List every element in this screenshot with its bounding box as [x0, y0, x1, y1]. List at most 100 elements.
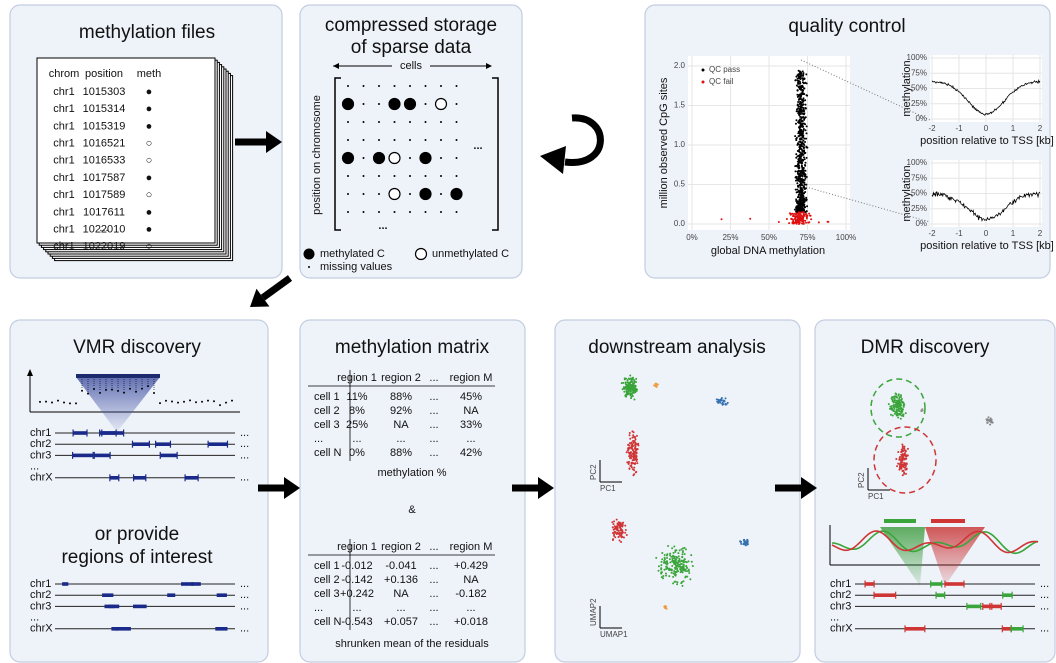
region: [134, 476, 146, 480]
qc-pass-point: [803, 156, 805, 158]
qc-pass-point: [795, 139, 797, 141]
qc-pass-point: [795, 119, 797, 121]
qc-pass-point: [806, 95, 808, 97]
qc-fail-point: [797, 216, 799, 218]
point: [898, 400, 900, 402]
point: [625, 382, 627, 384]
methylated-dot: [343, 153, 354, 164]
region: [167, 593, 175, 597]
qc-pass-point: [804, 158, 806, 160]
point: [893, 404, 895, 406]
missing-dot: [363, 103, 365, 105]
qc-pass-point: [802, 180, 804, 182]
point: [633, 463, 635, 465]
qc-pass-point: [806, 125, 808, 127]
point: [629, 465, 631, 467]
region: [132, 442, 149, 446]
chromosome-label: chr3: [30, 449, 51, 461]
table-cell: +0.136: [384, 574, 418, 586]
point: [87, 393, 89, 395]
point: [633, 457, 635, 459]
point: [921, 409, 923, 411]
table-cell: 1015303: [83, 86, 126, 98]
qc-fail-point: [788, 222, 790, 224]
point: [683, 564, 685, 566]
missing-dot: [440, 157, 442, 159]
arrow: [565, 118, 600, 163]
point: [677, 552, 679, 554]
qc-pass-point: [803, 170, 805, 172]
point: [903, 446, 905, 448]
panel-title: methylation matrix: [335, 337, 490, 358]
qc-fail-point: [802, 220, 804, 222]
qc-pass-point: [801, 134, 803, 136]
missing-dot: [409, 211, 411, 213]
point: [671, 565, 673, 567]
qc-fail-point: [786, 218, 788, 220]
point: [690, 554, 692, 556]
missing-dot: [378, 121, 380, 123]
missing-dot: [440, 211, 442, 213]
point: [688, 560, 690, 562]
axis-label: PC2: [857, 472, 866, 488]
point: [621, 382, 623, 384]
axis-label: methylation: [901, 165, 913, 221]
missing-dot: [456, 211, 458, 213]
point: [635, 378, 637, 380]
point: [135, 391, 137, 393]
qc-pass-point: [797, 150, 799, 152]
region: [874, 593, 896, 597]
table-cell: NA: [463, 574, 479, 586]
point: [740, 541, 742, 543]
y-tick-label: 75%: [911, 68, 927, 77]
axis-label: PC2: [589, 464, 598, 480]
point: [722, 403, 724, 405]
missing-dot: [378, 139, 380, 141]
missing-dot: [378, 193, 380, 195]
qc-pass-point: [797, 74, 799, 76]
missing-dot: [363, 85, 365, 87]
table-header: region M: [450, 541, 493, 553]
region: [100, 431, 116, 435]
table-cell: 1017587: [83, 172, 126, 184]
point: [635, 471, 637, 473]
qc-fail-point: [795, 220, 797, 222]
point: [684, 553, 686, 555]
qc-pass-point: [804, 188, 806, 190]
qc-pass-point: [794, 79, 796, 81]
point: [890, 408, 892, 410]
point: [627, 388, 629, 390]
point: [637, 448, 639, 450]
point: [902, 453, 904, 455]
point: [902, 402, 904, 404]
point: [616, 528, 618, 530]
point: [634, 453, 636, 455]
region: [181, 582, 194, 586]
chromosome-label: chr2: [30, 589, 51, 601]
table-cell: cell 1: [314, 560, 340, 572]
qc-pass-point: [803, 182, 805, 184]
point: [900, 394, 902, 396]
qc-pass-point: [802, 70, 804, 72]
qc-pass-point: [803, 138, 805, 140]
y-tick-label: 0%: [915, 114, 927, 123]
qc-pass-point: [800, 96, 802, 98]
qc-fail-point: [802, 217, 804, 219]
point: [171, 400, 173, 402]
point: [99, 392, 101, 394]
point: [901, 456, 903, 458]
missing-dot: [409, 85, 411, 87]
region: [133, 605, 147, 609]
arrow-head: [540, 146, 566, 174]
table-cell: +0.429: [454, 560, 488, 572]
methylated-dot: [451, 189, 462, 200]
point: [681, 563, 683, 565]
point: [631, 387, 633, 389]
point: [672, 576, 674, 578]
y-tick-label: 1.0: [674, 140, 686, 149]
point: [662, 575, 664, 577]
point: [632, 453, 634, 455]
qc-pass-point: [796, 84, 798, 86]
chromosome-label: chrX: [30, 472, 53, 484]
point: [991, 421, 993, 423]
